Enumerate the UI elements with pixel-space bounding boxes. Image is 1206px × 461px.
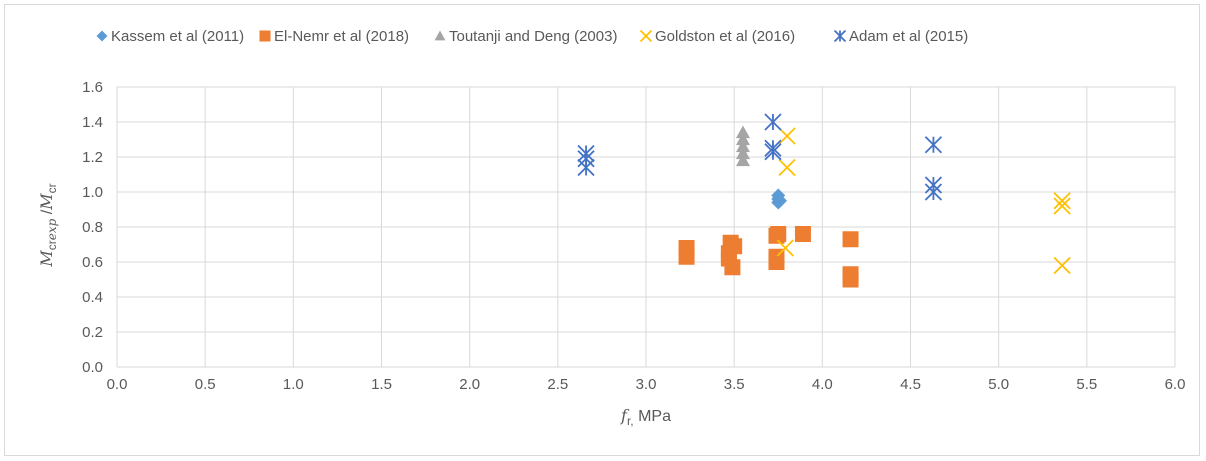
data-point <box>779 128 795 144</box>
legend-item: Goldston et al (2016) <box>641 28 796 45</box>
legend-label: Kassem et al (2011) <box>111 28 244 45</box>
legend-item: Adam et al (2015) <box>835 28 969 45</box>
legend-marker <box>97 31 108 42</box>
legend-marker <box>435 31 446 41</box>
legend-label: Toutanji and Deng (2003) <box>449 28 617 45</box>
data-point <box>777 240 793 256</box>
x-tick-label: 5.0 <box>988 376 1009 393</box>
y-tick-label: 1.6 <box>82 79 103 96</box>
data-point <box>770 226 786 242</box>
x-tick-label: 3.5 <box>724 376 745 393</box>
data-point <box>925 137 941 153</box>
x-tick-label: 6.0 <box>1165 376 1186 393</box>
x-tick-label: 3.0 <box>636 376 657 393</box>
y-tick-label: 0.8 <box>82 219 103 236</box>
gridlines <box>117 87 1175 367</box>
x-axis-title: fr, MPa <box>620 406 671 428</box>
legend-item: Kassem et al (2011) <box>97 28 245 45</box>
data-point <box>578 160 594 176</box>
data-point <box>724 259 740 275</box>
data-points <box>578 114 1070 288</box>
data-point <box>736 126 750 139</box>
data-point <box>726 238 742 254</box>
y-tick-label: 1.2 <box>82 149 103 166</box>
y-tick-label: 0.0 <box>82 359 103 376</box>
x-tick-label: 2.5 <box>547 376 568 393</box>
legend-marker <box>641 31 652 42</box>
y-axis-title: Mcrexp /Mcr <box>37 183 59 267</box>
tick-labels: 0.0 0.5 1.0 1.5 2.0 2.5 3.0 3.5 4.0 4.5 5.0 5.5 6.0 0… <box>82 79 1185 393</box>
x-tick-label: 1.5 <box>371 376 392 393</box>
x-tick-label: 1.0 <box>283 376 304 393</box>
y-tick-label: 0.4 <box>82 289 103 306</box>
y-tick-label: 1.0 <box>82 184 103 201</box>
data-point <box>779 160 795 176</box>
x-tick-label: 2.0 <box>459 376 480 393</box>
data-point <box>795 226 811 242</box>
x-tick-label: 0.5 <box>195 376 216 393</box>
y-tick-label: 0.6 <box>82 254 103 271</box>
legend-label: Adam et al (2015) <box>849 28 968 45</box>
data-point <box>843 231 859 247</box>
x-tick-label: 5.5 <box>1076 376 1097 393</box>
legend-item: Toutanji and Deng (2003) <box>435 28 618 45</box>
data-point <box>765 144 781 160</box>
x-tick-label: 4.5 <box>900 376 921 393</box>
data-point <box>679 240 695 256</box>
legend-item: El-Nemr et al (2018) <box>260 28 410 45</box>
data-point <box>1054 258 1070 274</box>
y-tick-label: 0.2 <box>82 324 103 341</box>
x-tick-label: 0.0 <box>107 376 128 393</box>
data-point <box>843 266 859 282</box>
y-tick-label: 1.4 <box>82 114 103 131</box>
legend-label: Goldston et al (2016) <box>655 28 795 45</box>
legend: Kassem et al (2011) El-Nemr et al (2018) T… <box>97 28 969 45</box>
x-tick-label: 4.0 <box>812 376 833 393</box>
legend-marker <box>260 31 271 42</box>
legend-marker <box>835 31 846 42</box>
legend-label: El-Nemr et al (2018) <box>274 28 409 45</box>
